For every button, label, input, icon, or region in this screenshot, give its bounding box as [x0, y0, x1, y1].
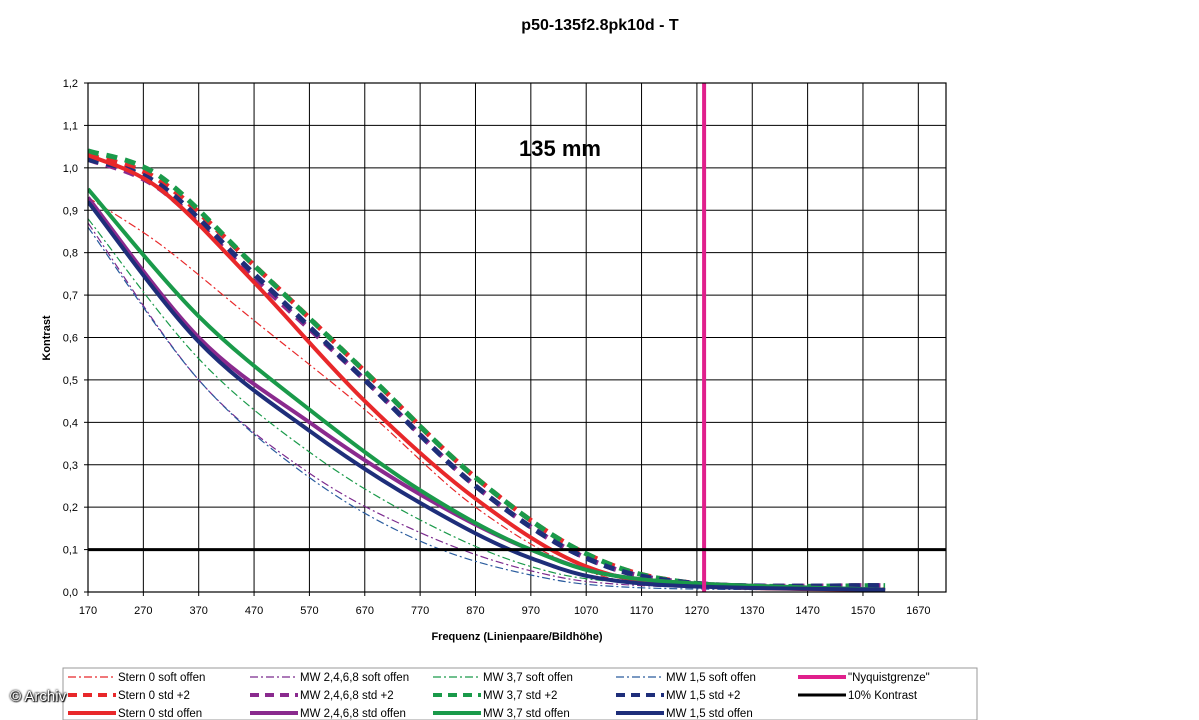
y-tick-label: 1,1 — [63, 120, 78, 132]
y-tick-label: 0,4 — [63, 417, 78, 429]
y-tick-label: 1,0 — [63, 163, 78, 175]
legend-label: Stern 0 soft offen — [118, 672, 205, 684]
y-tick-label: 0,9 — [63, 205, 78, 217]
x-tick-label: 470 — [245, 605, 263, 617]
y-tick-label: 0,3 — [63, 460, 78, 472]
legend-label: Stern 0 std offen — [118, 708, 202, 720]
legend-label: MW 1,5 soft offen — [666, 672, 756, 684]
legend-label: MW 3,7 soft offen — [483, 672, 573, 684]
series-mw-3-7-std-offen — [88, 187, 886, 592]
x-tick-label: 1370 — [740, 605, 764, 617]
x-tick-label: 670 — [356, 605, 374, 617]
legend-label: Stern 0 std +2 — [118, 690, 190, 702]
series-mw-1-5-std-offen — [88, 200, 886, 592]
series-mw-3-7-soft-offen — [88, 218, 886, 591]
y-tick-label: 0,1 — [63, 545, 78, 557]
archiv-watermark: © Archiv — [10, 688, 67, 705]
x-tick-label: 570 — [300, 605, 318, 617]
x-tick-label: 270 — [134, 605, 152, 617]
x-tick-label: 1070 — [574, 605, 598, 617]
legend-label: MW 2,4,6,8 std +2 — [300, 690, 394, 702]
legend-label: MW 3,7 std offen — [483, 708, 570, 720]
legend-label: MW 1,5 std offen — [666, 708, 753, 720]
legend-label: "Nyquistgrenze" — [848, 672, 930, 684]
y-tick-label: 1,2 — [63, 78, 78, 90]
x-tick-label: 170 — [79, 605, 97, 617]
legend-label: MW 1,5 std +2 — [666, 690, 740, 702]
y-axis-label: Kontrast — [41, 315, 53, 361]
chart-title: p50-135f2.8pk10d - T — [521, 17, 679, 34]
x-axis-label: Frequenz (Linienpaare/Bildhöhe) — [431, 631, 602, 643]
focal-length-annotation: 135 mm — [519, 136, 601, 161]
legend-label: MW 2,4,6,8 std offen — [300, 708, 406, 720]
plot-frame — [87, 82, 947, 593]
y-tick-label: 0,8 — [63, 248, 78, 260]
y-tick-label: 0,7 — [63, 290, 78, 302]
x-tick-label: 1270 — [685, 605, 709, 617]
x-tick-label: 970 — [522, 605, 540, 617]
series-mw-1-5-std-2 — [88, 156, 886, 589]
x-tick-label: 1170 — [630, 605, 654, 617]
legend-label: MW 3,7 std +2 — [483, 690, 557, 702]
y-tick-label: 0,5 — [63, 375, 78, 387]
legend-label: 10% Kontrast — [848, 690, 918, 702]
x-tick-label: 1670 — [906, 605, 930, 617]
y-tick-label: 0,2 — [63, 502, 78, 514]
x-tick-label: 1470 — [795, 605, 819, 617]
y-tick-label: 0,6 — [63, 333, 78, 345]
x-tick-label: 870 — [466, 605, 484, 617]
x-tick-label: 1570 — [851, 605, 875, 617]
series-mw-1-5-soft-offen — [88, 226, 886, 591]
x-tick-label: 370 — [190, 605, 208, 617]
legend-label: MW 2,4,6,8 soft offen — [300, 672, 409, 684]
x-tick-label: 770 — [411, 605, 429, 617]
y-tick-label: 0,0 — [63, 587, 78, 599]
